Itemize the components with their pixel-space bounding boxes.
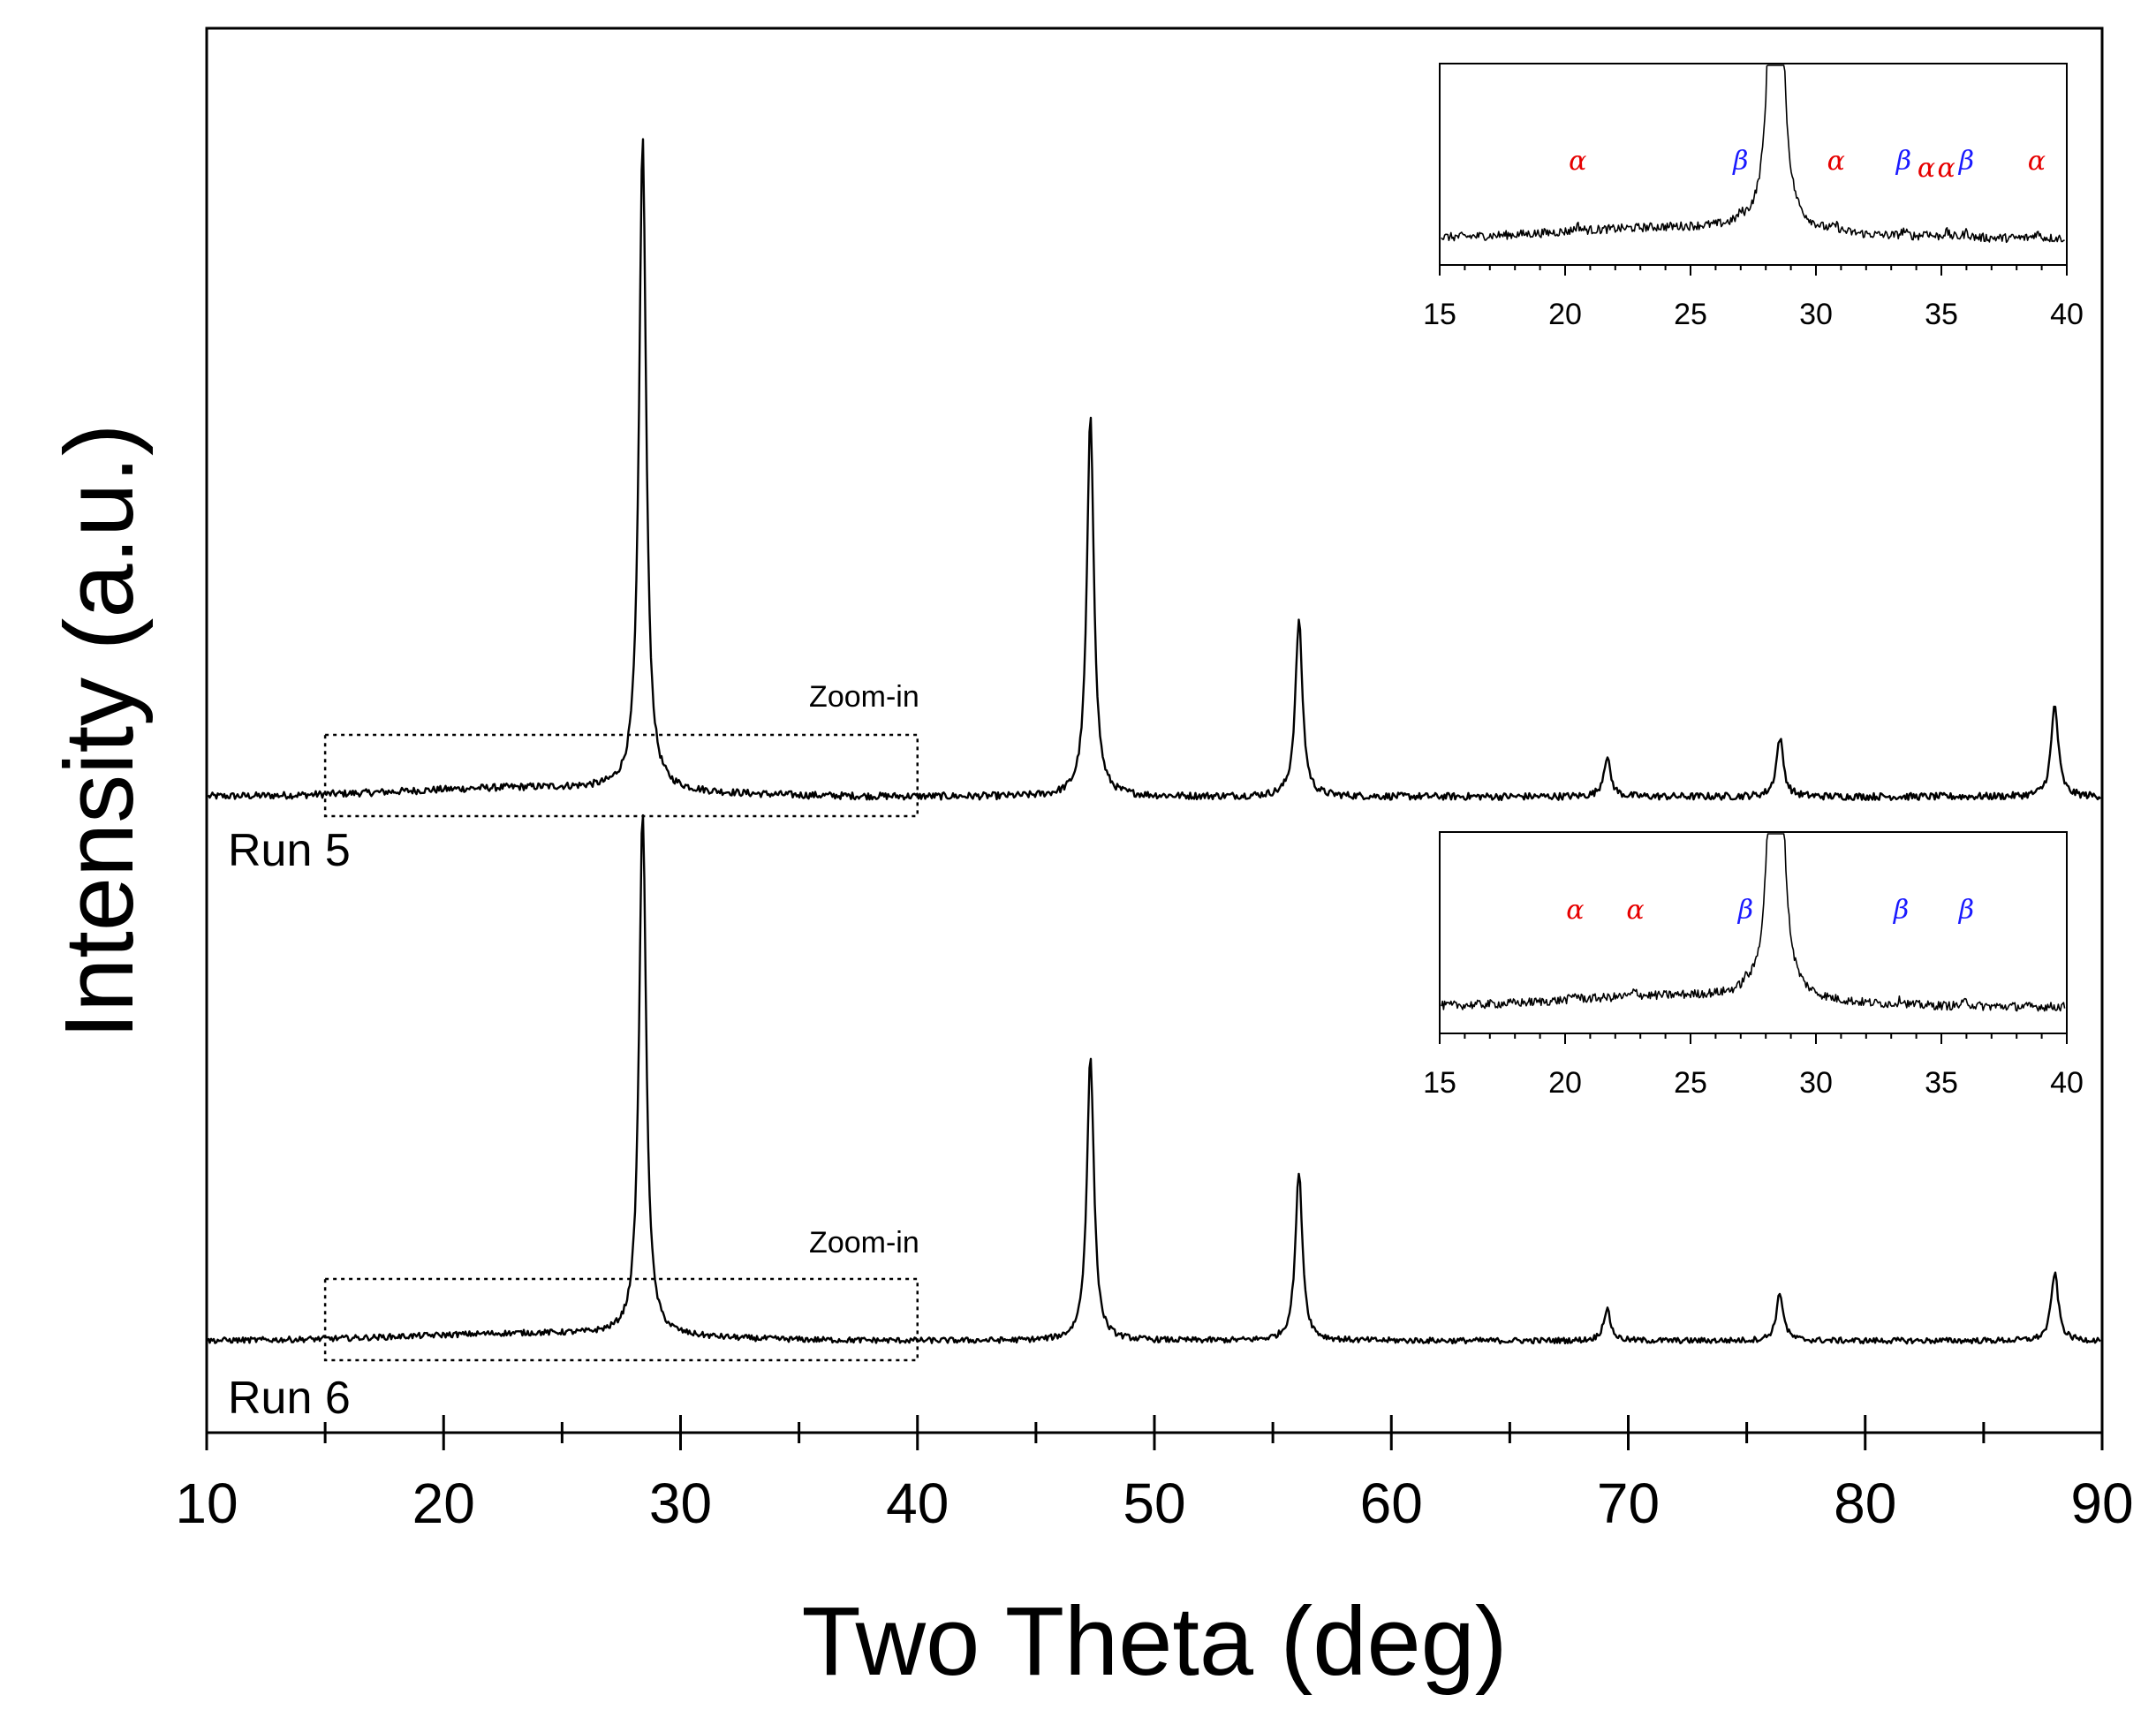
inset-tick-label: 20 bbox=[1548, 1066, 1582, 1100]
x-tick-label: 10 bbox=[175, 1472, 238, 1535]
zoom-in-box bbox=[325, 735, 918, 816]
phase-label-beta: β bbox=[1958, 895, 1974, 926]
inset-tick-label: 35 bbox=[1925, 1066, 1958, 1100]
x-tick-label: 20 bbox=[412, 1472, 475, 1535]
inset-tick-label: 40 bbox=[2050, 298, 2084, 331]
run-label: Run 6 bbox=[228, 1373, 351, 1424]
phase-label-alpha: α bbox=[1569, 146, 1586, 177]
inset-tick-label: 20 bbox=[1548, 298, 1582, 331]
inset-tick-label: 30 bbox=[1799, 298, 1833, 331]
zoom-in-label: Zoom-in bbox=[809, 680, 919, 714]
phase-label-beta: β bbox=[1732, 146, 1748, 177]
inset-tick-label: 25 bbox=[1674, 298, 1707, 331]
phase-label-alpha: α bbox=[1918, 153, 1935, 184]
phase-label-beta: β bbox=[1958, 146, 1974, 177]
phase-label-beta: β bbox=[1893, 895, 1909, 926]
zoom-in-label: Zoom-in bbox=[809, 1226, 919, 1260]
inset-tick-label: 15 bbox=[1423, 298, 1456, 331]
inset-tick-label: 40 bbox=[2050, 1066, 2084, 1100]
x-tick-label: 40 bbox=[886, 1472, 949, 1535]
phase-label-alpha: α bbox=[1626, 895, 1644, 926]
zoom-in-box bbox=[325, 1279, 918, 1360]
inset-tick-label: 25 bbox=[1674, 1066, 1707, 1100]
inset-tick-label: 15 bbox=[1423, 1066, 1456, 1100]
inset-plot: 15 20 25 30 35 40 α α β β β bbox=[1423, 832, 2084, 1100]
x-tick-label: 30 bbox=[649, 1472, 712, 1535]
y-axis-title: Intensity (a.u.) bbox=[45, 424, 154, 1040]
phase-label-alpha: α bbox=[1938, 153, 1956, 184]
x-tick-label: 50 bbox=[1123, 1472, 1185, 1535]
inset-tick-label: 35 bbox=[1925, 298, 1958, 331]
phase-label-alpha: α bbox=[2028, 146, 2046, 177]
phase-label-alpha: α bbox=[1827, 146, 1845, 177]
phase-label-beta: β bbox=[1895, 146, 1911, 177]
x-tick-label: 90 bbox=[2070, 1472, 2133, 1535]
x-tick-label: 60 bbox=[1360, 1472, 1423, 1535]
phase-label-beta: β bbox=[1737, 895, 1753, 926]
run-label: Run 5 bbox=[228, 825, 351, 876]
series-run-6: Run 6 Zoom-in 15 20 25 30 35 40 α α β β β bbox=[208, 815, 2100, 1424]
x-tick-label: 80 bbox=[1834, 1472, 1896, 1535]
phase-label-alpha: α bbox=[1566, 895, 1584, 926]
x-tick-label: 70 bbox=[1597, 1472, 1660, 1535]
inset-tick-label: 30 bbox=[1799, 1066, 1833, 1100]
x-axis-title: Two Theta (deg) bbox=[802, 1587, 1508, 1696]
